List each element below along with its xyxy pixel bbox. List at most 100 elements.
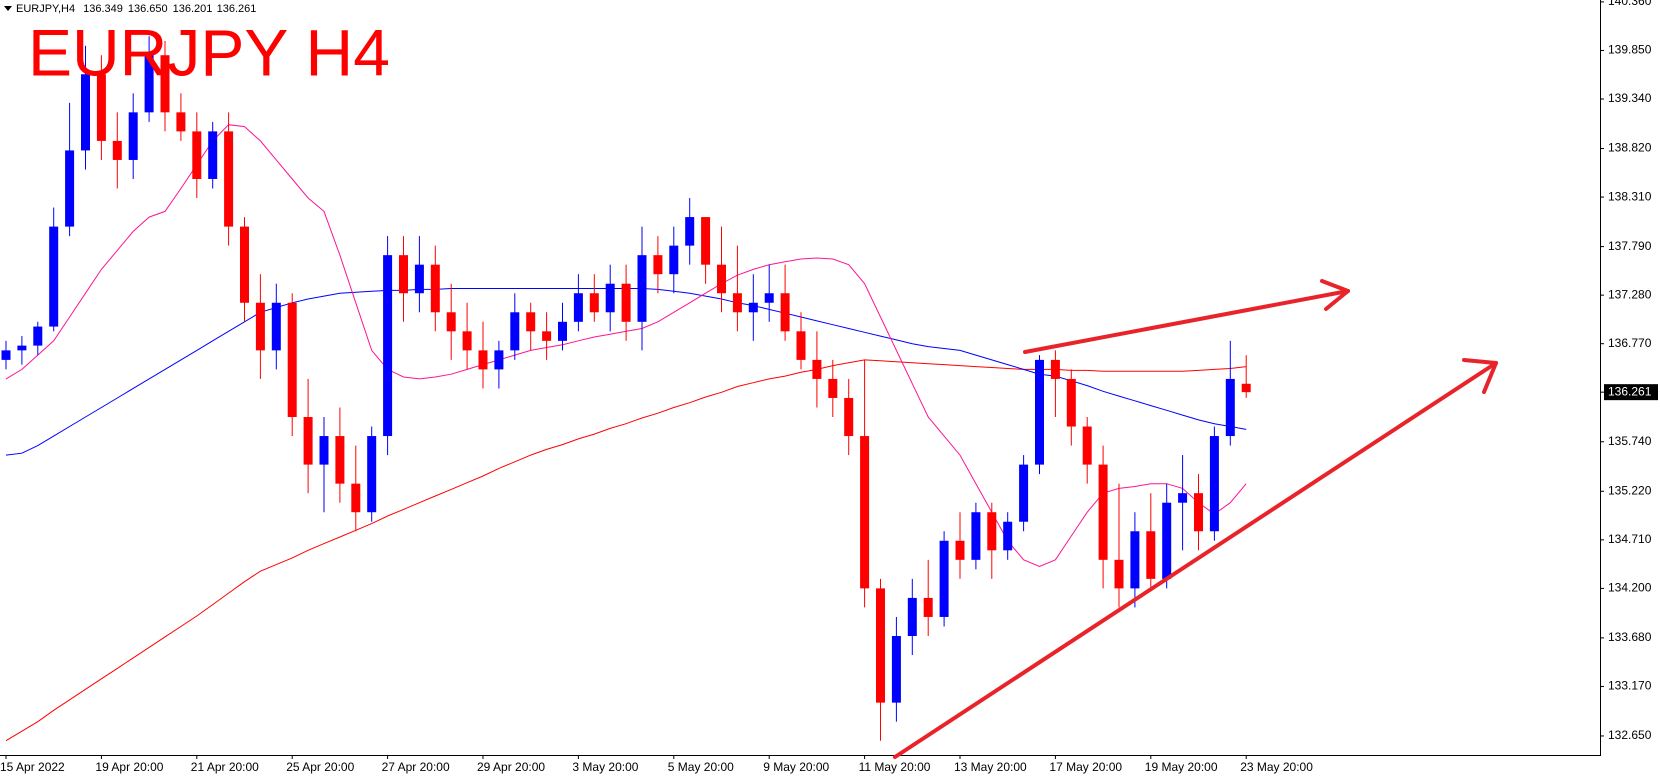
header-symbol: EURJPY,H4: [16, 3, 75, 15]
candle-body: [891, 635, 901, 703]
y-tick-label: 139.340: [1608, 91, 1652, 105]
candle-body: [271, 302, 281, 351]
chart-title: EURJPY H4: [28, 15, 390, 89]
x-tick-label: 15 Apr 2022: [0, 760, 65, 774]
candle-body: [1066, 378, 1076, 427]
candle-body: [1050, 359, 1060, 379]
y-tick-label: 137.280: [1608, 287, 1652, 301]
candle-body: [17, 345, 27, 351]
y-tick-label: 139.850: [1608, 43, 1652, 57]
candle-body: [939, 540, 949, 617]
candle-body: [589, 293, 599, 313]
candle-body: [717, 264, 726, 294]
x-tick-label: 11 May 20:00: [859, 760, 931, 774]
candle-body: [160, 55, 170, 113]
candle-body: [399, 255, 408, 294]
candle-body: [1209, 436, 1219, 532]
candle-body: [255, 302, 265, 351]
candle-body: [653, 255, 663, 275]
x-tick-label: 19 May 20:00: [1145, 760, 1218, 774]
candle-body: [1225, 378, 1235, 437]
upper-arrow-head: [1320, 279, 1350, 311]
candle-body: [876, 588, 885, 703]
x-tick-label: 25 Apr 20:00: [286, 760, 354, 774]
candle-body: [224, 131, 234, 227]
candle-body: [240, 226, 249, 303]
candle-body: [1003, 521, 1013, 551]
candle-body: [621, 283, 631, 322]
candle-body: [144, 55, 154, 113]
candle-body: [796, 331, 806, 360]
candle-body: [669, 245, 679, 275]
candle-body: [303, 417, 313, 465]
candle-body: [1035, 359, 1044, 465]
candle-body: [351, 483, 361, 513]
x-tick-label: 13 May 20:00: [954, 760, 1027, 774]
candle-body: [748, 302, 758, 313]
candle-body: [558, 321, 567, 341]
header-open: 136.349: [83, 3, 123, 15]
candle-body: [319, 436, 329, 465]
candle-body: [1178, 493, 1188, 503]
candle-body: [287, 302, 297, 418]
candle-body: [430, 264, 440, 313]
header: EURJPY,H4 136.349 136.650 136.201 136.261: [16, 3, 256, 15]
plot-area: [1, 36, 1251, 742]
candle-body: [128, 112, 138, 160]
candle-body: [971, 512, 981, 560]
x-tick-label: 3 May 20:00: [572, 760, 638, 774]
candle-body: [112, 140, 122, 160]
candle-body: [383, 255, 393, 437]
y-tick-label: 134.710: [1608, 532, 1652, 546]
candle-body: [1, 350, 11, 360]
candle-body: [96, 74, 106, 141]
candle-body: [780, 293, 790, 332]
x-tick-label: 9 May 20:00: [763, 760, 829, 774]
candle-body: [1114, 559, 1124, 589]
candle-body: [478, 350, 488, 370]
candle-body: [828, 378, 838, 398]
header-close: 136.261: [217, 3, 257, 15]
x-tick-label: 21 Apr 20:00: [191, 760, 259, 774]
candle-body: [33, 326, 43, 346]
y-tick-label: 135.220: [1608, 483, 1652, 497]
upper-trend-line: [1023, 289, 1350, 354]
lower-trend-line: [893, 361, 1498, 759]
candle-body: [1194, 493, 1203, 532]
candle-body: [605, 283, 615, 313]
lower-arrow-head: [1462, 358, 1498, 394]
candle-body: [542, 331, 552, 341]
candle-body: [65, 150, 75, 227]
candle-body: [526, 312, 536, 332]
candle-body: [510, 312, 520, 351]
header-low: 136.201: [173, 3, 213, 15]
x-tick-label: 17 May 20:00: [1049, 760, 1122, 774]
x-tick-label: 23 May 20:00: [1240, 760, 1313, 774]
candle-body: [192, 131, 202, 179]
candle-body: [812, 359, 822, 379]
header-triangle: [4, 6, 12, 11]
header-high: 136.650: [128, 3, 168, 15]
y-tick-label: 135.740: [1608, 434, 1652, 448]
trend-annotations: [893, 279, 1498, 759]
y-tick-label: 136.770: [1608, 336, 1652, 350]
candle-body: [414, 264, 424, 294]
candle-body: [494, 350, 504, 370]
candle-body: [907, 597, 917, 636]
candle-body: [208, 131, 218, 179]
candle-body: [1162, 502, 1172, 579]
y-tick-label: 138.820: [1608, 141, 1652, 155]
candle-body: [1130, 531, 1140, 589]
candle-body: [732, 293, 742, 313]
candle-body: [923, 597, 933, 617]
candle-body: [764, 293, 774, 303]
candle-body: [987, 512, 997, 551]
candle-body: [335, 436, 345, 484]
x-tick-label: 5 May 20:00: [668, 760, 734, 774]
candle-body: [637, 255, 647, 322]
candle-body: [701, 217, 711, 265]
candle-body: [860, 436, 870, 589]
x-tick-label: 27 Apr 20:00: [382, 760, 450, 774]
